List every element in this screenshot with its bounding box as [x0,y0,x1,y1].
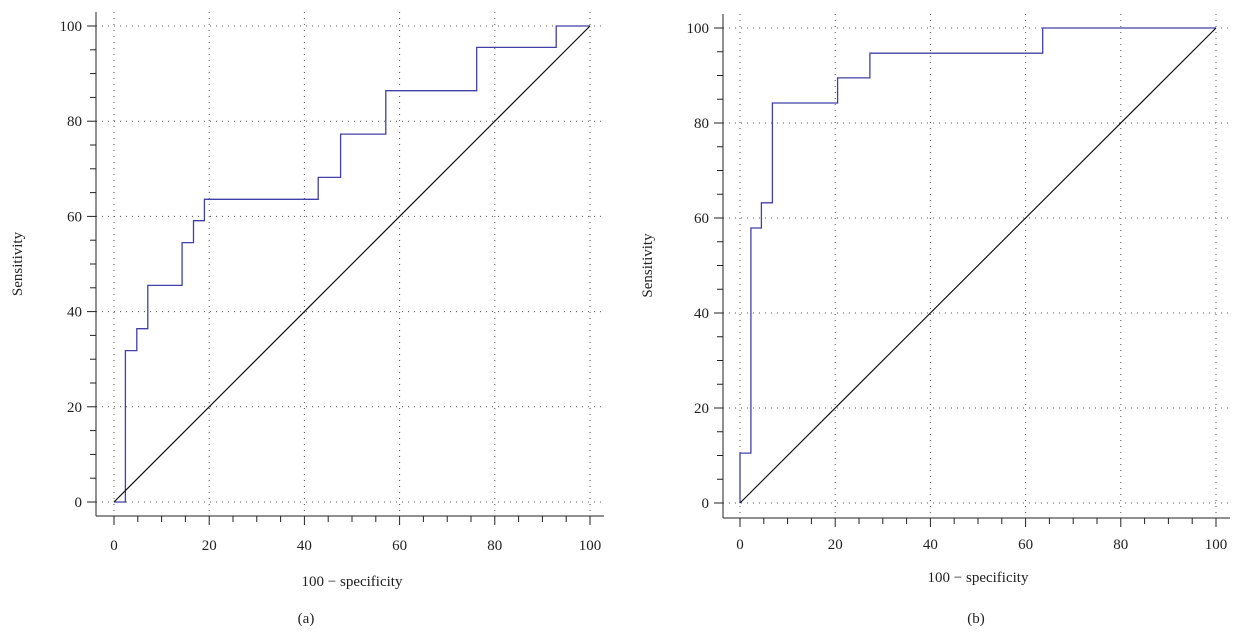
x-tick-label: 0 [110,538,118,554]
reference-diagonal [113,25,591,503]
roc-curve [739,27,1216,503]
x-tick-label: 40 [923,537,938,553]
x-tick-label: 80 [487,538,502,554]
y-tick-label: 20 [67,400,82,416]
x-tick-label: 0 [736,537,744,553]
y-tick-label: 40 [67,305,82,321]
x-tick-label: 20 [828,537,843,553]
y-tick-label: 80 [694,116,709,132]
y-axis-label: Sensitivity [640,233,656,298]
x-tick-label: 60 [392,538,407,554]
x-tick-label: 60 [1018,537,1033,553]
y-tick-label: 60 [694,211,709,227]
x-tick-label: 20 [202,538,217,554]
x-tick-label: 80 [1113,537,1128,553]
x-tick-label: 100 [579,538,602,554]
y-axis-label: Sensitivity [10,231,26,296]
y-tick-label: 100 [60,19,83,35]
y-tick-label: 60 [67,209,82,225]
reference-diagonal [739,27,1217,504]
x-axis-label: 100 − specificity [928,570,1029,586]
y-tick-label: 20 [694,401,709,417]
chart-panel-a: 0 20 40 60 80 100 0 20 40 60 80 100 100 − specificit… [10,12,604,627]
y-tick-label: 0 [75,495,83,511]
y-tick-label: 0 [702,496,710,512]
panel-caption: (a) [298,611,315,627]
roc-curve [114,25,590,503]
panel-caption: (b) [967,611,985,627]
x-tick-label: 40 [297,538,312,554]
x-axis-label: 100 − specificity [302,574,403,590]
y-tick-label: 80 [67,114,82,130]
x-tick-label: 100 [1205,537,1228,553]
chart-panel-b: 0 20 40 60 80 100 0 20 40 60 80 100 100 − specificit… [640,14,1230,627]
y-tick-label: 100 [687,21,710,37]
y-tick-label: 40 [694,306,709,322]
